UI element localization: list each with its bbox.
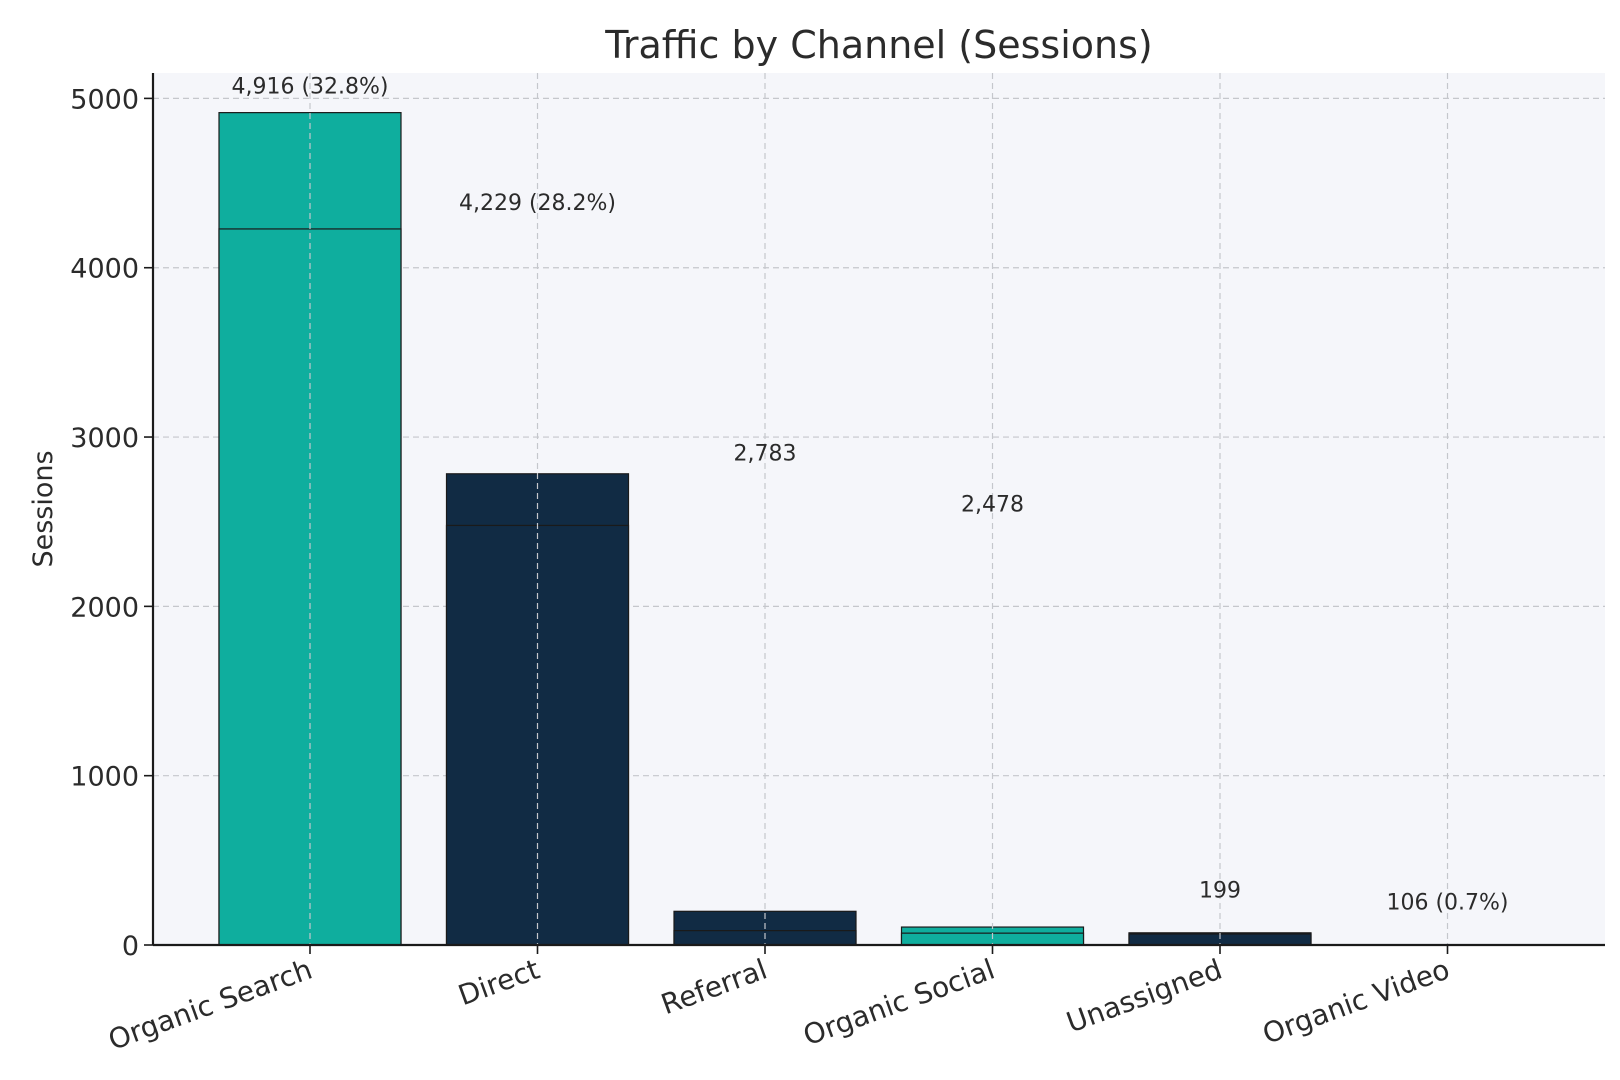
y-tick-label: 4000 xyxy=(70,254,139,285)
x-grid xyxy=(309,73,1449,945)
y-tick-label: 2000 xyxy=(70,592,139,623)
data-label: 2,783 xyxy=(734,442,797,467)
data-label: 2,478 xyxy=(961,493,1024,518)
x-tick-label: Direct xyxy=(454,953,544,1013)
y-tick-label: 0 xyxy=(122,931,139,962)
x-tick-label: Unassigned xyxy=(1062,953,1226,1040)
x-tick-label: Organic Social xyxy=(799,953,999,1053)
y-tick-label: 1000 xyxy=(70,762,139,793)
data-label: 106 (0.7%) xyxy=(1386,890,1508,915)
y-tick-label: 5000 xyxy=(70,84,139,115)
data-label: 4,916 (32.8%) xyxy=(231,74,388,99)
x-tick-label: Organic Video xyxy=(1258,953,1454,1051)
x-tick-label: Organic Search xyxy=(104,953,316,1057)
y-tick-label: 3000 xyxy=(70,423,139,454)
chart-title: Traffic by Channel (Sessions) xyxy=(604,23,1152,67)
data-label: 199 xyxy=(1199,879,1241,904)
x-tick-label: Referral xyxy=(657,953,772,1022)
data-label: 4,229 (28.2%) xyxy=(459,191,616,216)
data-labels: 4,916 (32.8%) 4,229 (28.2%) 2,783 2,478 199 1… xyxy=(231,74,1508,915)
y-axis-label: Sessions xyxy=(28,450,59,567)
